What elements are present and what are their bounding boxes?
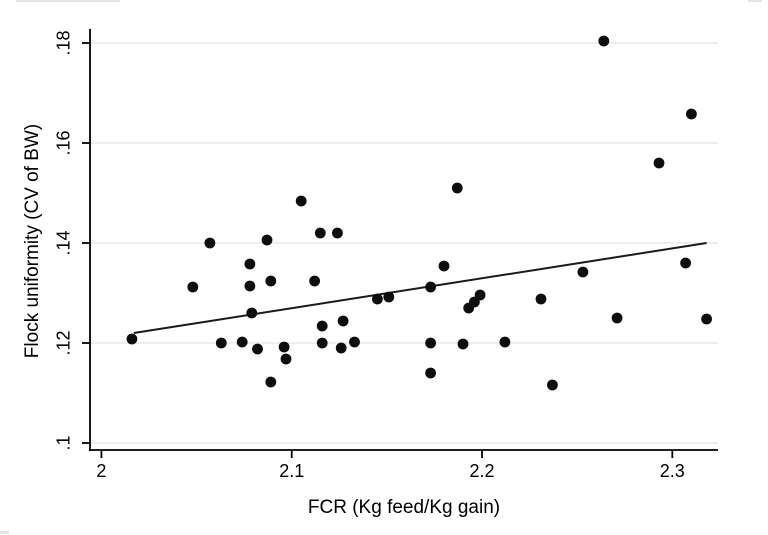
scatter-point — [265, 376, 277, 388]
scatter-point — [425, 367, 436, 379]
scatter-point — [438, 260, 450, 272]
scatter-point — [680, 257, 691, 269]
scatter-point — [316, 337, 328, 349]
y-axis-title: Flock uniformity (CV of BW) — [22, 123, 43, 359]
x-tick-label: 2 — [96, 461, 107, 481]
x-tick-label: 2.1 — [279, 461, 305, 481]
x-tick-label: 2.2 — [469, 461, 495, 481]
scatter-point — [244, 280, 256, 292]
scatter-point — [701, 313, 712, 325]
scatter-point — [126, 333, 138, 345]
scatter-point — [309, 275, 320, 287]
y-tick-label: .12 — [53, 330, 74, 356]
scatter-point — [280, 353, 292, 365]
scatter-point — [187, 281, 199, 293]
scatter-point — [372, 293, 383, 305]
scatter-point — [335, 342, 347, 354]
scatter-point — [425, 337, 436, 349]
scatter-point — [204, 237, 216, 249]
scatter-point — [686, 108, 697, 120]
scatter-point — [547, 379, 558, 391]
scatter-point — [598, 35, 610, 47]
scatter-point — [383, 291, 395, 303]
y-tick-label: .14 — [53, 230, 74, 256]
x-tick-label: 2.3 — [659, 461, 685, 481]
scatter-point — [653, 157, 665, 169]
scatter-point — [244, 258, 256, 270]
scatter-point — [451, 182, 463, 194]
fit-line — [133, 242, 707, 334]
scatter-point — [314, 227, 326, 239]
scatter-point — [535, 293, 547, 305]
scatter-point — [349, 336, 360, 348]
scatter-point — [499, 336, 511, 348]
scatter-point — [215, 337, 227, 349]
scatter-point — [457, 338, 469, 350]
scatter-point — [295, 195, 307, 207]
y-tick-label: .16 — [53, 130, 74, 156]
scatter-point — [425, 281, 436, 293]
scatter-point — [611, 312, 623, 324]
x-axis-title: FCR (Kg feed/Kg gain) — [307, 497, 501, 518]
scatter-point — [265, 275, 277, 287]
y-tick-label: .1 — [53, 435, 74, 451]
scatter-point — [252, 343, 263, 355]
scatter-point — [577, 266, 589, 278]
scatter-point — [332, 227, 343, 239]
scatter-point — [236, 336, 248, 348]
scatter-point — [246, 307, 258, 319]
scatter-point — [316, 320, 328, 332]
scatter-point — [261, 234, 273, 246]
scatter-point — [337, 315, 349, 327]
y-tick-label: .18 — [53, 30, 74, 56]
scatter-point — [474, 289, 486, 301]
scatter-point — [278, 341, 290, 353]
